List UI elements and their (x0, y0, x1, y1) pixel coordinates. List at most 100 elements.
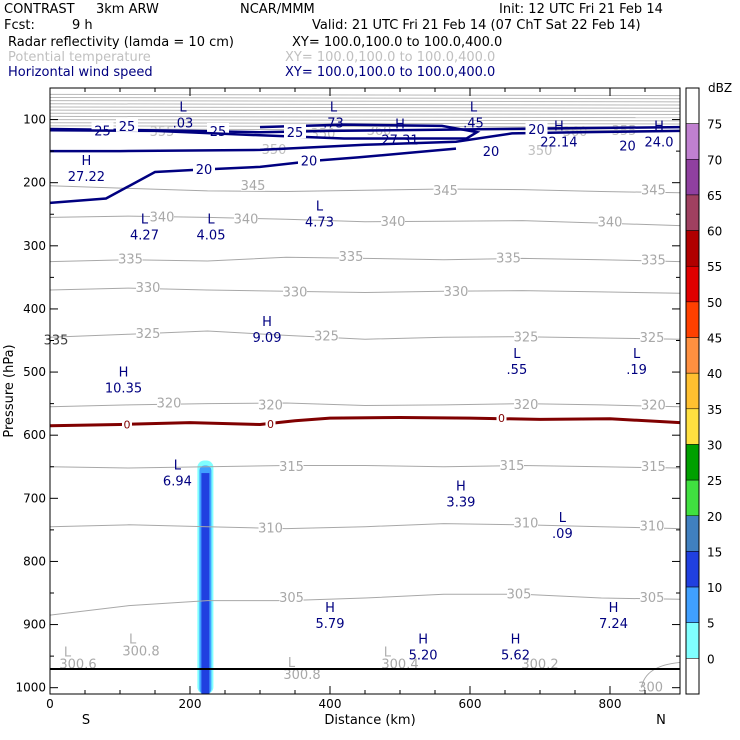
theta-label-bg (136, 326, 160, 340)
colorbar-label: 50 (707, 296, 722, 310)
theta-label-bg (640, 329, 664, 343)
extremum-letter: L (316, 200, 324, 215)
colorbar-unit: dBZ (708, 81, 732, 95)
wind-label-bg (616, 137, 639, 152)
theta-label: 305 (640, 591, 665, 606)
freezing-label: 0 (267, 418, 274, 431)
theta-label: 335 (641, 253, 666, 268)
x-tick-label: 400 (319, 697, 342, 711)
colorbar-label: 0 (707, 652, 715, 666)
theta-label: 310 (514, 517, 539, 532)
extremum-letter: H (609, 601, 619, 616)
extremum-letter: L (559, 511, 567, 526)
field-wind-name: Horizontal wind speed (8, 65, 153, 80)
theta-label-bg (258, 397, 283, 411)
colorbar-swatch (685, 265, 700, 303)
wind-label: 20 (196, 163, 213, 178)
theta-label: 355 (150, 125, 175, 140)
colorbar-label: 65 (707, 189, 722, 203)
theta-label-bg (598, 214, 622, 228)
colorbar-swatch (685, 123, 700, 160)
theta-contour-upper (49, 122, 681, 125)
theta-label: 330 (136, 281, 161, 296)
extremum-value: .55 (507, 363, 528, 378)
fcst-label: Fcst: (4, 18, 35, 33)
theta-label-bg (444, 283, 468, 297)
theta-low-letter: L (129, 633, 137, 648)
extremum-letter: L (470, 101, 478, 116)
theta-label: 320 (157, 397, 182, 412)
colorbar-swatch (685, 622, 700, 659)
extremum-value: 4.05 (197, 228, 226, 243)
theta-label-bg (641, 252, 666, 266)
theta-label: 345 (433, 184, 458, 199)
colorbar-swatch (685, 444, 700, 481)
extremum-letter: L (207, 212, 215, 227)
theta-label: 345 (241, 179, 266, 194)
theta-low-letter: L (384, 645, 392, 660)
theta-label-bg (279, 590, 304, 604)
colorbar-label: 45 (707, 332, 722, 346)
extremum-value: 4.27 (130, 228, 159, 243)
freezing-label-bg (122, 418, 132, 430)
theta-label-bg (381, 213, 405, 227)
colorbar-label: 25 (707, 474, 722, 488)
extremum-letter: H (262, 315, 272, 330)
extremum-value: 4.73 (305, 216, 334, 231)
theta-label-bg (150, 209, 174, 223)
theta-label: 345 (641, 183, 666, 198)
x-direction-right: N (656, 713, 666, 728)
theta-contour-upper (49, 112, 681, 116)
theta-contour-upper (49, 125, 681, 128)
extremum-value: 27.31 (381, 134, 418, 149)
colorbar-frame (685, 87, 700, 695)
extremum-letter: L (330, 101, 338, 116)
colorbar-swatch (685, 230, 700, 267)
theta-label-bg (157, 395, 181, 409)
extremum-letter: H (325, 601, 335, 616)
theta-label-bg (514, 515, 538, 529)
theta-label: 325 (314, 330, 339, 345)
field-radar-name: Radar reflectivity (lamda = 10 cm) (8, 35, 234, 50)
colorbar-swatch (685, 408, 700, 445)
extremum-letter: L (633, 347, 641, 362)
theta-label: 335 (118, 253, 143, 268)
colorbar-label: 55 (707, 260, 722, 274)
y-tick-label: 600 (23, 428, 46, 442)
theta-low-letter: L (64, 645, 72, 660)
extremum-value: 10.35 (105, 382, 142, 397)
theta-label-bg (496, 250, 521, 264)
theta-contour-upper (49, 96, 681, 100)
theta-label-bg (641, 458, 666, 472)
reflectivity-15dbz (201, 473, 210, 694)
theta-contour-upper (49, 100, 681, 103)
colorbar-swatch (685, 515, 700, 552)
extremum-letter: L (513, 347, 521, 362)
field-radar-xy: XY= 100.0,100.0 to 100.0,400.0 (292, 35, 503, 50)
theta-low-letter: L (288, 656, 296, 671)
extremum-letter: H (119, 366, 129, 381)
theta-label: 325 (136, 327, 161, 342)
theta-label: 310 (640, 520, 665, 535)
extremum-value: 5.79 (316, 617, 345, 632)
wind-label-bg (480, 143, 502, 158)
wind-label: 20 (528, 123, 545, 138)
theta-label: 315 (641, 460, 666, 475)
colorbar-label: 20 (707, 510, 722, 524)
colorbar-swatch (685, 87, 700, 124)
theta-label-bg (279, 458, 304, 472)
theta-label: 330 (283, 286, 308, 301)
extremum-value: 5.62 (501, 649, 530, 664)
wind-label-bg (193, 160, 215, 175)
theta-label: 325 (514, 330, 539, 345)
model-resolution: 3km ARW (96, 2, 159, 17)
colorbar-label: 40 (707, 367, 722, 381)
theta-label-bg (507, 586, 531, 600)
field-theta-name: Potential temperature (8, 50, 151, 65)
wind-contour (50, 129, 681, 153)
field-theta-xy: XY= 100.0,100.0 to 100.0,400.0 (285, 50, 496, 65)
theta-contour (49, 256, 681, 263)
valid-time: Valid: 21 UTC Fri 21 Feb 14 (07 ChT Sat … (312, 18, 641, 33)
theta-label-bg (514, 396, 538, 410)
x-tick-label: 200 (179, 697, 202, 711)
